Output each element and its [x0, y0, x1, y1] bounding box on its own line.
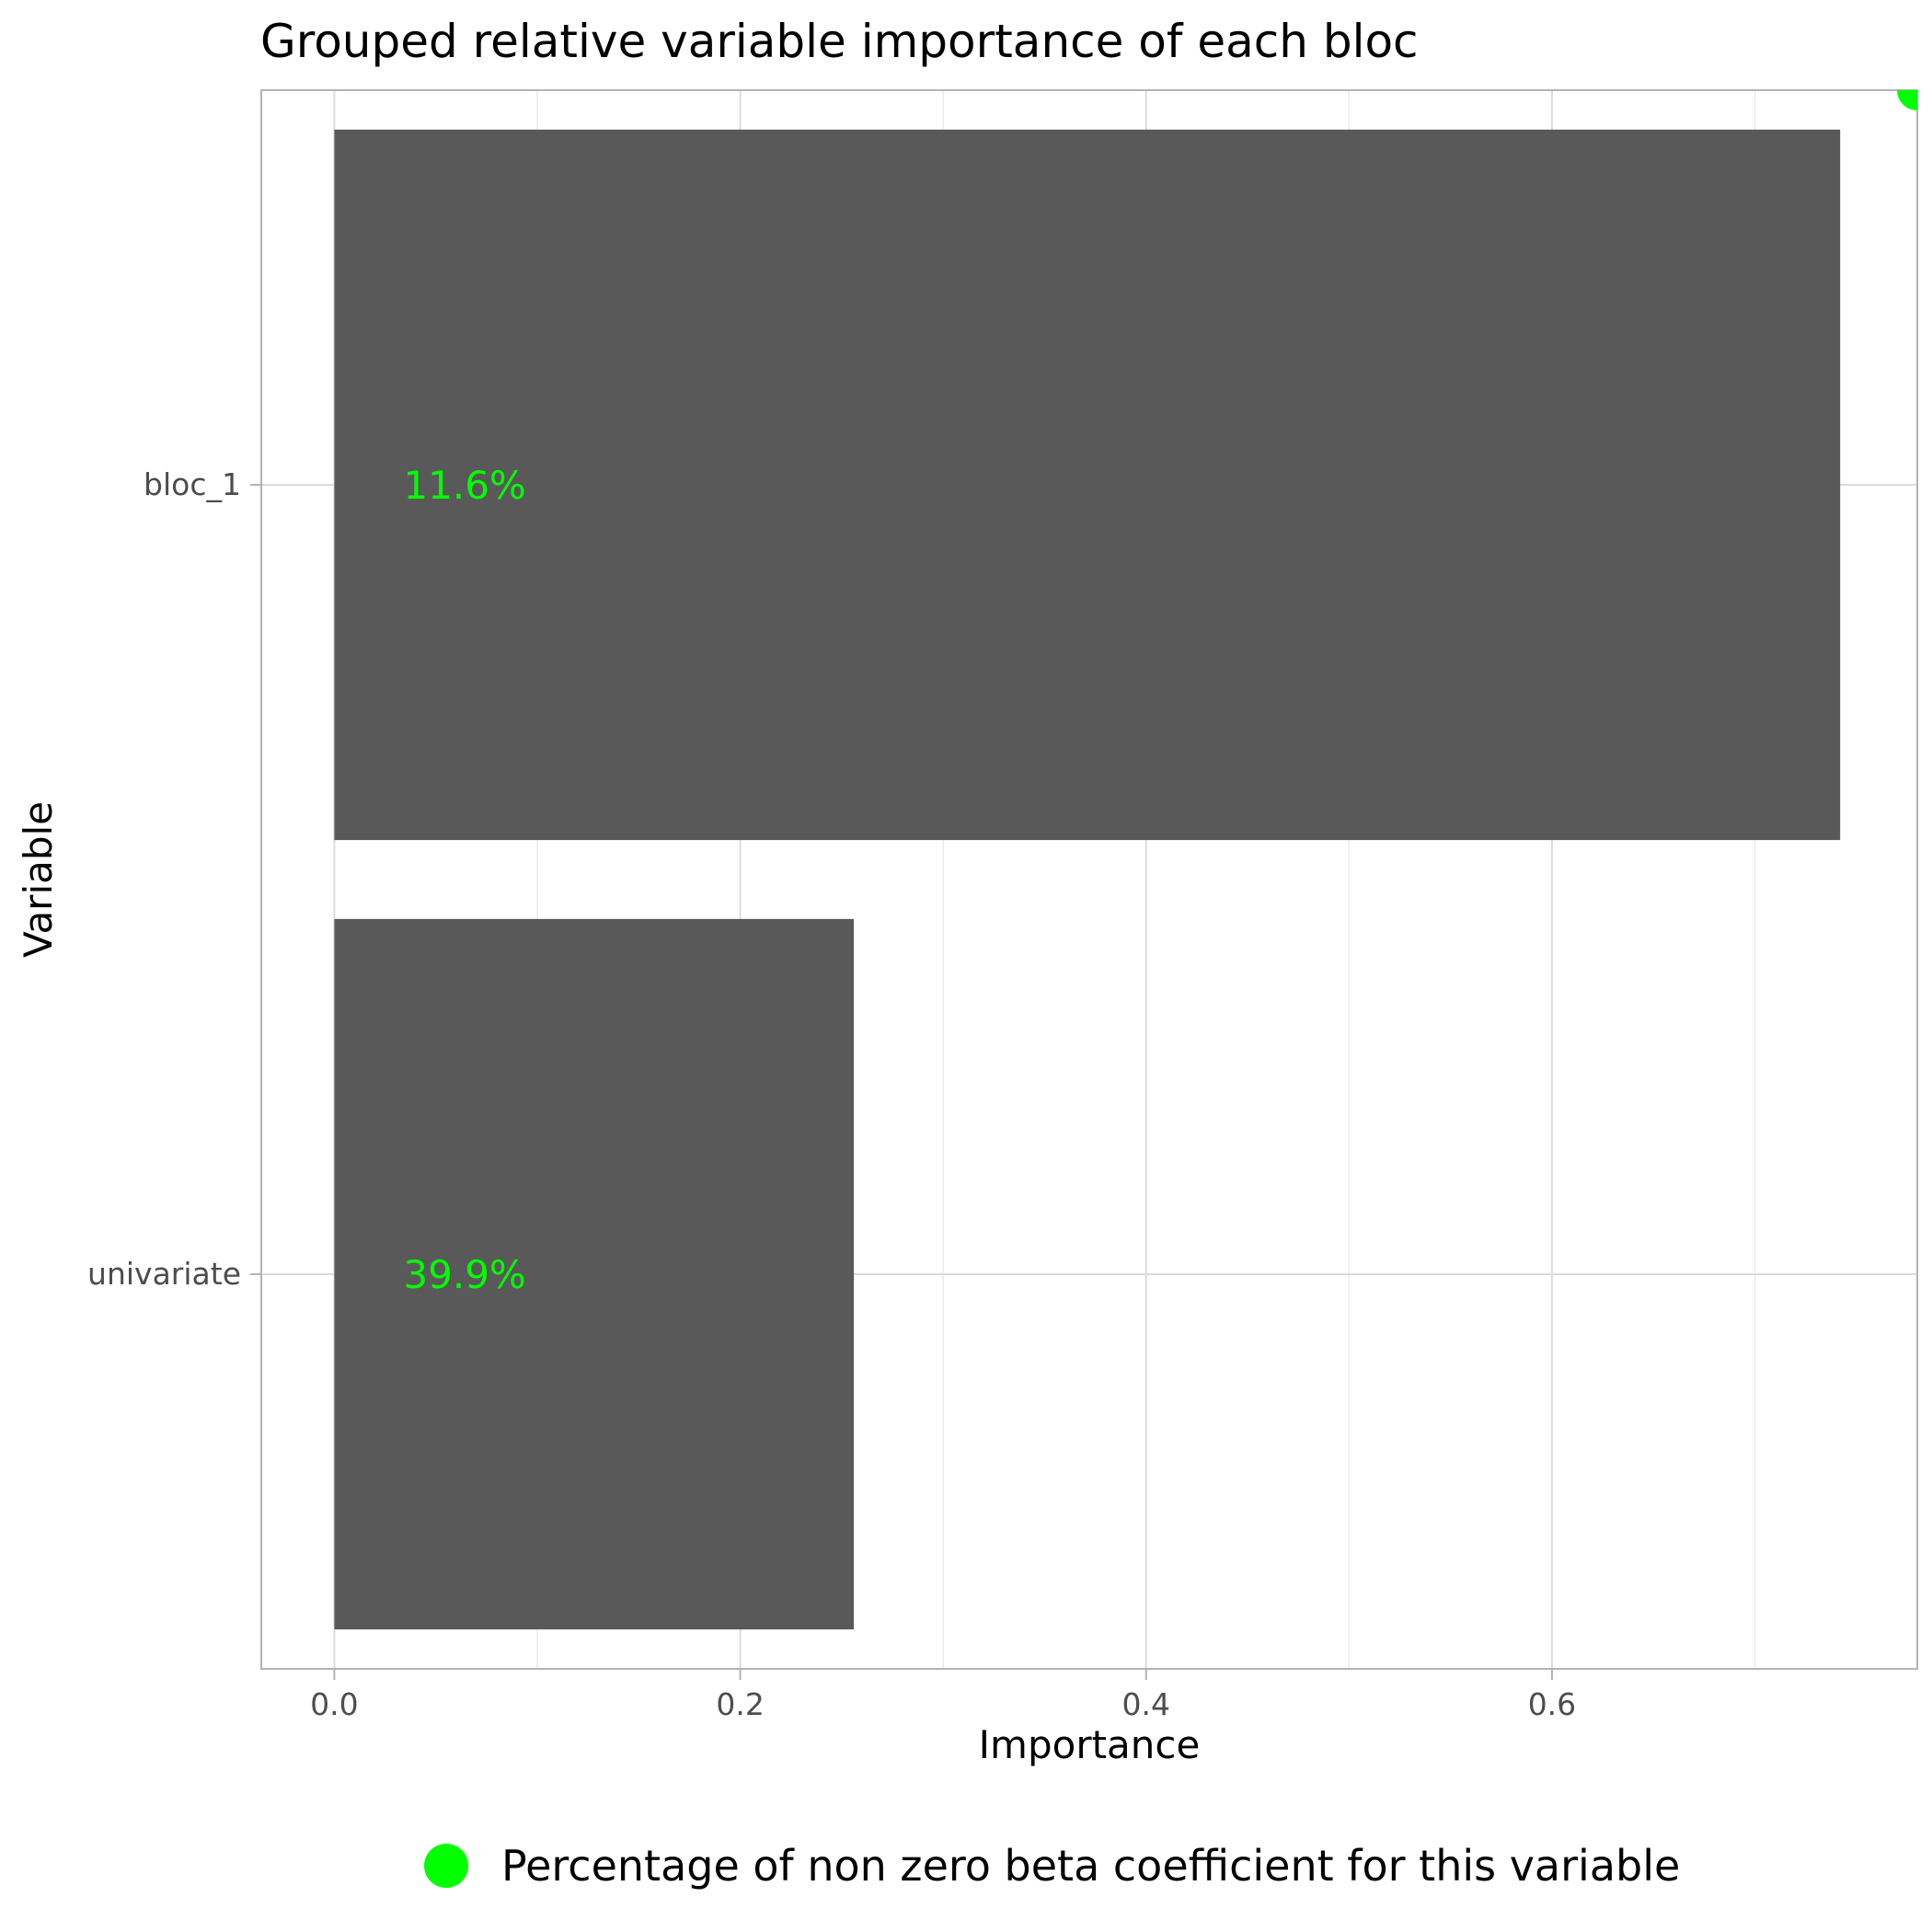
legend-label: Percentage of non zero beta coefficient … — [501, 1841, 1680, 1891]
bar-bloc_1 — [334, 129, 1841, 841]
legend-marker-icon — [424, 1844, 468, 1888]
bars — [334, 129, 1841, 1630]
x-tick-label: 0.6 — [1528, 1686, 1576, 1722]
chart-title: Grouped relative variable importance of … — [260, 15, 1419, 68]
y-tick-label-univariate: univariate — [87, 1256, 241, 1292]
x-axis: 0.0 0.2 0.4 0.6 — [310, 1669, 1576, 1722]
panel-border — [260, 89, 1918, 1670]
x-tick-label: 0.4 — [1122, 1686, 1170, 1722]
y-axis-title: Variable — [16, 801, 61, 958]
y-tick-label-bloc_1: bloc_1 — [144, 466, 241, 502]
legend: Percentage of non zero beta coefficient … — [424, 1841, 1680, 1891]
x-axis-title: Importance — [979, 1722, 1201, 1767]
bar-label-univariate: 39.9% — [403, 1252, 525, 1297]
x-tick-label: 0.2 — [716, 1686, 764, 1722]
x-tick-label: 0.0 — [310, 1686, 358, 1722]
corner-legend-point — [1897, 90, 1917, 110]
bar-label-bloc_1: 11.6% — [403, 463, 525, 508]
bar-labels: 11.6% 39.9% — [403, 463, 525, 1297]
y-axis: bloc_1 univariate — [87, 466, 261, 1292]
bar-univariate — [334, 918, 855, 1630]
